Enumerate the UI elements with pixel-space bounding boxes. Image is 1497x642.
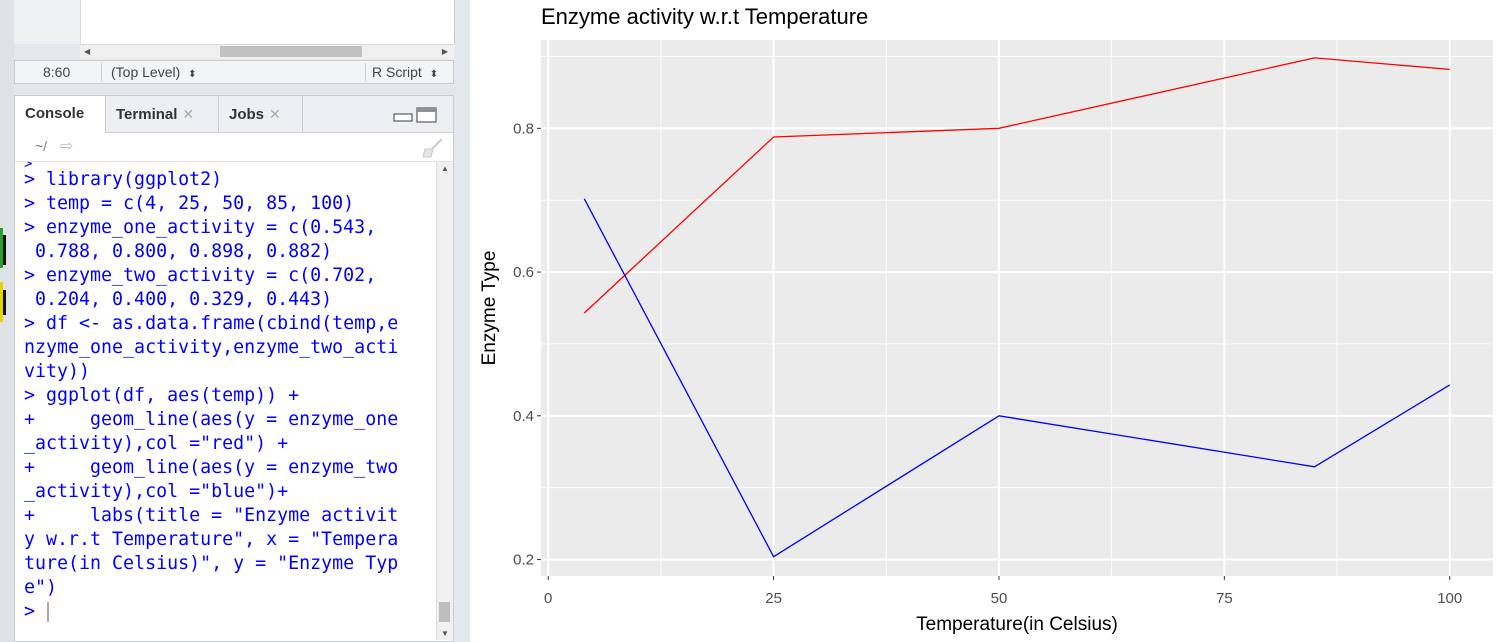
x-tick-label: 75 <box>1216 590 1233 607</box>
source-editor[interactable] <box>14 0 455 44</box>
series-line-1 <box>583 57 1450 314</box>
scope-selector[interactable]: (Top Level) ⬍ <box>111 61 197 83</box>
x-tick-label: 0 <box>544 590 552 607</box>
y-tick-label: 0.6 <box>513 264 534 281</box>
scrollbar-thumb[interactable] <box>439 602 450 622</box>
console-line: > library(ggplot2) <box>24 169 223 190</box>
updown-icon: ⬍ <box>188 69 197 80</box>
tab-label: Console <box>25 105 85 122</box>
x-axis-label: Temperature(in Celsius) <box>916 614 1118 635</box>
tab-terminal[interactable]: Terminal ✕ <box>106 96 219 132</box>
console-line: e") <box>24 577 58 598</box>
window-edge-accent <box>3 290 6 315</box>
chart-title: Enzyme activity w.r.t Temperature <box>541 4 868 29</box>
console-tab-bar: Console Terminal ✕ Jobs ✕ <box>15 96 453 133</box>
console-prompt: > <box>24 601 36 622</box>
cursor-position: 8:60 <box>43 64 71 80</box>
clear-console-icon[interactable] <box>421 137 445 159</box>
console-line: > temp = c(4, 25, 50, 85, 100) <box>24 193 355 214</box>
pane-window-buttons <box>393 106 439 129</box>
editor-status-bar: 8:60 (Top Level) ⬍ R Script ⬍ <box>14 60 454 84</box>
console-prompt-line[interactable]: > <box>15 600 437 624</box>
console-line: nzyme_one_activity,enzyme_two_acti <box>24 337 399 358</box>
file-type-label: R Script <box>372 64 422 80</box>
console-line: > enzyme_one_activity = c(0.543, <box>24 217 377 238</box>
console-panel: Console Terminal ✕ Jobs ✕ ~/ ⇨ <box>14 95 454 642</box>
x-tick-label: 100 <box>1437 590 1462 607</box>
working-directory: ~/ <box>35 138 48 154</box>
close-icon[interactable]: ✕ <box>269 106 281 122</box>
y-tick-label: 0.2 <box>513 552 534 569</box>
console-toolbar: ~/ ⇨ <box>15 133 453 162</box>
text-cursor <box>47 602 50 622</box>
x-tick-label: 25 <box>765 590 782 607</box>
divider <box>101 63 102 81</box>
minimize-maximize-icons[interactable] <box>393 106 439 124</box>
tab-console[interactable]: Console <box>15 96 106 133</box>
console-lines: > library(ggplot2) > temp = c(4, 25, 50, … <box>15 168 437 600</box>
editor-horizontal-scrollbar[interactable]: ◀ ▶ <box>80 44 454 59</box>
console-line: > df <- as.data.frame(cbind(temp,e <box>24 313 399 334</box>
plot-viewer: Enzyme activity w.r.t Temperature 0 25 50 7… <box>479 4 1493 635</box>
console-vertical-scrollbar[interactable]: ▲ ▼ <box>436 162 453 640</box>
y-axis-label: Enzyme Type <box>479 251 500 366</box>
console-line: y w.r.t Temperature", x = "Tempera <box>24 529 399 550</box>
scroll-down-icon[interactable]: ▼ <box>441 629 449 638</box>
console-line: 0.788, 0.800, 0.898, 0.882) <box>24 241 333 262</box>
y-tick-label: 0.8 <box>513 120 534 137</box>
plot-panel <box>541 40 1493 576</box>
console-line: _activity),col ="red") + <box>24 433 289 454</box>
close-icon[interactable]: ✕ <box>182 106 195 122</box>
scroll-left-icon[interactable]: ◀ <box>84 47 91 56</box>
go-to-dir-icon[interactable]: ⇨ <box>60 138 74 155</box>
scroll-up-icon[interactable]: ▲ <box>441 164 449 173</box>
scrollbar-thumb[interactable] <box>220 46 362 57</box>
file-type-selector[interactable]: R Script ⬍ <box>372 61 438 83</box>
tab-jobs[interactable]: Jobs ✕ <box>219 96 303 132</box>
pane-border <box>0 0 14 642</box>
console-output[interactable]: > > library(ggplot2) > temp = c(4, 25, 50… <box>15 162 437 642</box>
window-edge-accent <box>3 235 6 265</box>
series-line-2 <box>583 198 1451 558</box>
x-tick-label: 50 <box>991 590 1008 607</box>
axes: 0 25 50 75 100 0.2 0.4 0.6 0.8 <box>513 120 1462 607</box>
tab-label: Terminal <box>116 106 178 123</box>
console-line: + labs(title = "Enzyme activit <box>24 505 399 526</box>
window-edge-accent <box>0 228 3 268</box>
series-lines <box>583 57 1451 558</box>
console-line: _activity),col ="blue")+ <box>24 481 289 502</box>
console-line: + geom_line(aes(y = enzyme_two <box>24 457 399 478</box>
window-edge-accent <box>0 282 3 322</box>
console-line: > ggplot(df, aes(temp)) + <box>24 385 300 406</box>
updown-icon: ⬍ <box>429 69 439 80</box>
console-line: > enzyme_two_activity = c(0.702, <box>24 265 377 286</box>
console-line: ture(in Celsius)", y = "Enzyme Typ <box>24 553 399 574</box>
line-number-gutter <box>14 0 81 44</box>
y-tick-label: 0.4 <box>513 408 534 425</box>
scroll-right-icon[interactable]: ▶ <box>441 47 448 56</box>
rstudio-left-pane: ◀ ▶ 8:60 (Top Level) ⬍ R Script ⬍ Consol… <box>0 0 470 642</box>
console-line: 0.204, 0.400, 0.329, 0.443) <box>24 289 333 310</box>
scope-label: (Top Level) <box>111 64 181 80</box>
console-line: vity)) <box>24 361 91 382</box>
tab-label: Jobs <box>229 106 265 123</box>
console-line: + geom_line(aes(y = enzyme_one <box>24 409 399 430</box>
divider <box>365 63 366 81</box>
scrolled-prompt: > <box>15 162 437 168</box>
